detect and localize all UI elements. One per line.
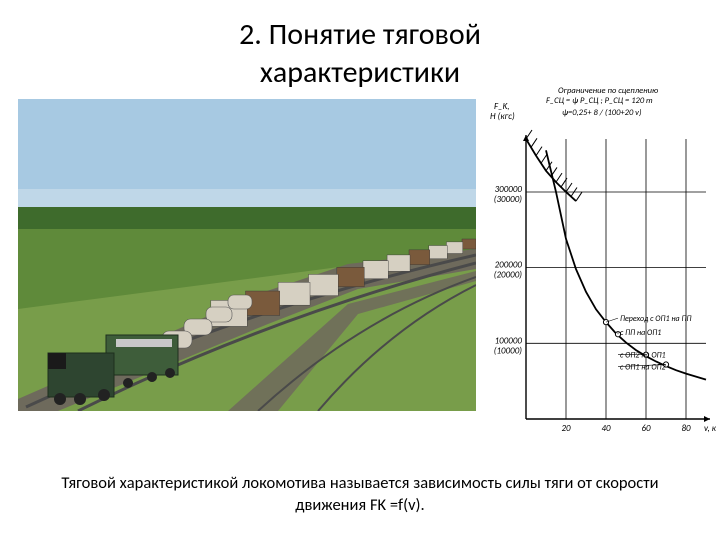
caption-text: Тяговой характеристикой локомотива назыв… xyxy=(0,472,720,517)
svg-text:80: 80 xyxy=(681,423,691,434)
train-photo xyxy=(18,99,476,411)
title-line-1: 2. Понятие тяговой xyxy=(239,16,481,53)
svg-text:с ОП1 на ОП2: с ОП1 на ОП2 xyxy=(620,363,666,373)
title-line-2: характеристики xyxy=(260,54,460,91)
slide-title: 2. Понятие тяговой характеристики xyxy=(0,0,720,91)
svg-text:60: 60 xyxy=(641,423,651,434)
svg-text:с ОП2 на ОП1: с ОП2 на ОП1 xyxy=(620,351,666,361)
svg-text:F_СЦ = ψ P_СЦ ; P_СЦ = 120 т: F_СЦ = ψ P_СЦ ; P_СЦ = 120 т xyxy=(546,96,653,106)
svg-text:Ограничение по сцеплению: Ограничение по сцеплению xyxy=(558,86,658,96)
svg-text:40: 40 xyxy=(601,423,611,434)
svg-text:с ПП на ОП1: с ПП на ОП1 xyxy=(620,328,661,338)
svg-text:(20000): (20000) xyxy=(494,270,523,281)
svg-text:ψ=0,25+ 8 / (100+20 v): ψ=0,25+ 8 / (100+20 v) xyxy=(562,108,642,118)
traction-chart: 20406080100000(10000)200000(20000)300000… xyxy=(478,79,716,449)
svg-text:20: 20 xyxy=(561,423,571,434)
svg-text:v, км/ч: v, км/ч xyxy=(704,423,716,434)
svg-text:H (кгс): H (кгс) xyxy=(490,111,515,122)
svg-text:Переход с ОП1 на ПП: Переход с ОП1 на ПП xyxy=(620,314,691,324)
svg-text:(10000): (10000) xyxy=(494,345,523,356)
svg-text:(30000): (30000) xyxy=(494,194,523,205)
